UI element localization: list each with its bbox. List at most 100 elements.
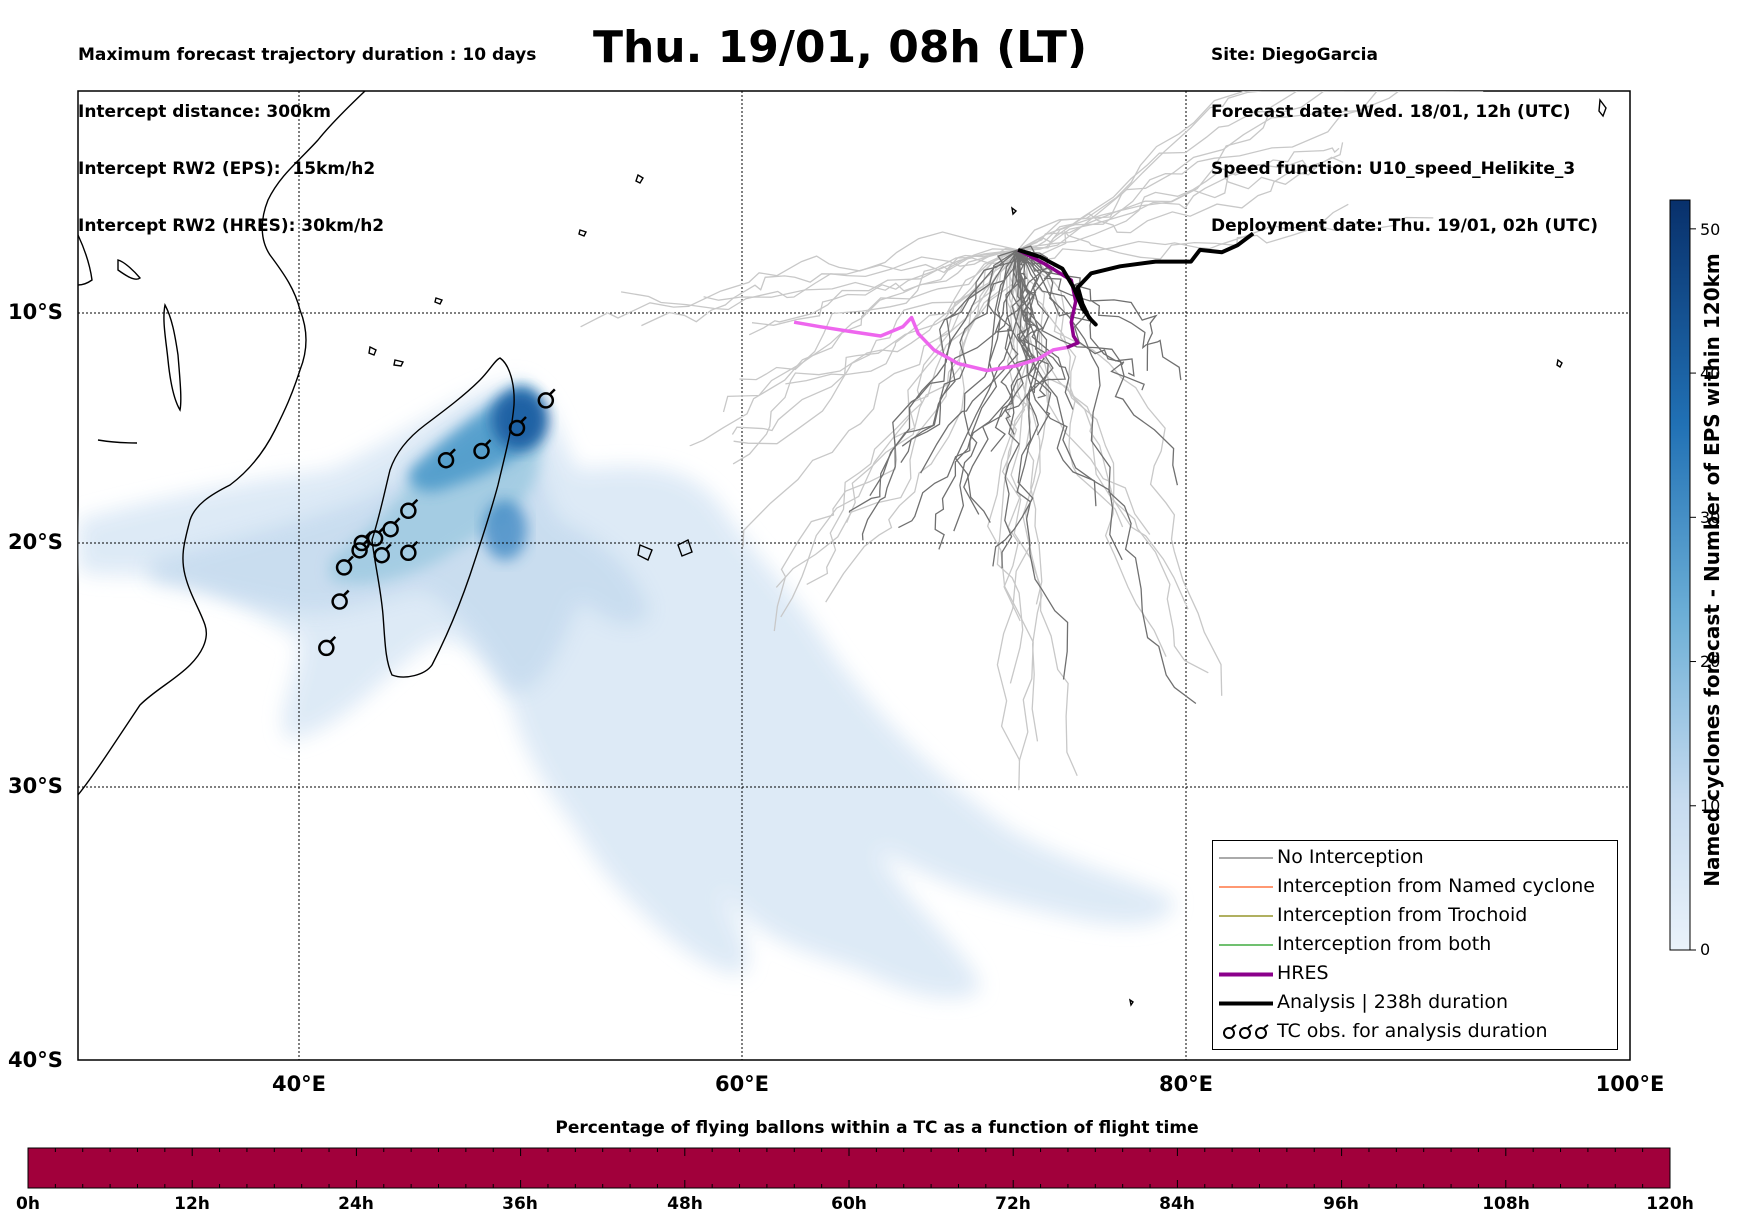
tc-symbol-icon (1223, 1024, 1269, 1039)
ensemble-trajectory (732, 249, 1019, 465)
ensemble-trajectory (689, 249, 1019, 447)
ensemble-trajectory (1018, 249, 1158, 371)
cbar-tick-30: 30 (1700, 508, 1721, 527)
ensemble-trajectory (1017, 203, 1349, 260)
legend-swatch (1219, 944, 1273, 946)
ensemble-trajectory (785, 249, 1019, 385)
ensemble-trajectories-light (580, 91, 1484, 791)
cyclone-density-field (78, 380, 1175, 999)
btick-60h: 60h (831, 1194, 867, 1214)
flight-time-colorbar-ticks (27, 1148, 1671, 1188)
legend-swatch (1219, 886, 1273, 888)
ensemble-trajectory (1017, 249, 1197, 705)
tc-obs-icon (437, 448, 456, 469)
legend-label: Interception from both (1277, 933, 1492, 955)
lat-label-30s: 30°S (8, 774, 63, 798)
legend-label: No Interception (1277, 846, 1424, 868)
tc-obs-icon (508, 416, 527, 437)
tc-obs-icon (353, 531, 372, 552)
param-intercept-distance: Intercept distance: 300km (78, 102, 331, 122)
param-rw2-eps: Intercept RW2 (EPS): 15km/h2 (78, 159, 376, 179)
btick-24h: 24h (338, 1194, 374, 1214)
lat-label-10s: 10°S (8, 300, 63, 324)
cbar-tick-10: 10 (1700, 796, 1721, 815)
legend-label: HRES (1277, 962, 1329, 984)
ensemble-trajectory (986, 249, 1034, 762)
ensemble-trajectory (1017, 249, 1167, 657)
btick-96h: 96h (1323, 1194, 1359, 1214)
legend-swatch (1219, 1001, 1273, 1006)
ensemble-trajectory (1017, 91, 1484, 251)
analysis-track (1017, 231, 1255, 327)
deployment-date: Deployment date: Thu. 19/01, 02h (UTC) (1211, 216, 1598, 236)
flight-time-colorbar-title: Percentage of flying ballons within a TC… (555, 1118, 1199, 1138)
ensemble-trajectory (861, 249, 1019, 541)
btick-108h: 108h (1482, 1194, 1530, 1214)
ensemble-trajectory (1005, 249, 1043, 605)
density-colorbar-ticks (1690, 228, 1696, 951)
ensemble-trajectory (825, 249, 1019, 603)
ensemble-trajectory (1018, 165, 1335, 251)
ensemble-trajectory (954, 249, 1038, 523)
legend-label: Interception from Trochoid (1277, 904, 1528, 926)
ensemble-trajectory (1017, 91, 1460, 251)
ensemble-trajectory (1017, 142, 1344, 251)
cbar-tick-40: 40 (1700, 364, 1721, 383)
coastlines (78, 91, 1607, 1007)
lat-label-20s: 20°S (8, 530, 63, 554)
speed-function: Speed function: U10_speed_Helikite_3 (1211, 159, 1576, 179)
tc-obs-icon (473, 439, 492, 460)
param-rw2-hres: Intercept RW2 (HRES): 30km/h2 (78, 216, 385, 236)
site-info: Site: DiegoGarcia Forecast date: Wed. 18… (1211, 8, 1598, 255)
cbar-tick-20: 20 (1700, 652, 1721, 671)
run-parameters: Maximum forecast trajectory duration : 1… (78, 8, 536, 255)
legend-label: Interception from Named cyclone (1277, 875, 1595, 897)
lon-label-60e: 60°E (714, 1072, 770, 1096)
hres-track (793, 315, 1068, 373)
ensemble-trajectory (722, 247, 1019, 413)
ensemble-trajectory (1017, 249, 1135, 377)
ensemble-trajectory (748, 248, 1019, 336)
forecast-date: Forecast date: Wed. 18/01, 12h (UTC) (1211, 102, 1571, 122)
ensemble-trajectory (733, 249, 1019, 445)
ensemble-trajectory (620, 249, 1019, 311)
ensemble-trajectory (848, 249, 1019, 513)
ensemble-trajectory (1018, 91, 1454, 251)
ensemble-trajectory (963, 249, 1024, 515)
cbar-tick-50: 50 (1700, 220, 1721, 239)
ensemble-trajectory (580, 231, 1019, 328)
tc-obs-icon (318, 636, 337, 657)
legend: No Interception Interception from Named … (1212, 840, 1618, 1050)
tc-obs-icon (373, 543, 392, 564)
density-colorbar (1669, 199, 1691, 951)
ensemble-trajectory (1017, 91, 1329, 251)
ensemble-trajectory (1001, 249, 1033, 569)
ensemble-trajectory (1017, 245, 1182, 381)
ensemble-trajectory (953, 249, 1019, 532)
ensemble-trajectory (1017, 216, 1434, 263)
tc-obs-icon (331, 589, 350, 610)
legend-label: Analysis | 238h duration (1277, 991, 1509, 1013)
ensemble-trajectory (990, 249, 1045, 452)
lat-label-40s: 40°S (8, 1048, 63, 1072)
ensemble-trajectory (703, 249, 1019, 301)
tc-obs-icon (335, 555, 354, 576)
ensemble-trajectory (742, 249, 1019, 547)
tc-obs-icon (537, 388, 556, 409)
ensemble-trajectory (1017, 156, 1344, 251)
tc-obs-icon (351, 538, 370, 559)
ensemble-trajectory (1017, 249, 1223, 696)
ensemble-trajectory (901, 249, 1019, 447)
ensemble-trajectory (775, 249, 1019, 588)
btick-72h: 72h (995, 1194, 1031, 1214)
btick-120h: 120h (1646, 1194, 1694, 1214)
ensemble-trajectory (731, 249, 1019, 435)
legend-label: TC obs. for analysis duration (1277, 1020, 1548, 1042)
lon-label-100e: 100°E (1595, 1072, 1665, 1096)
lon-label-80e: 80°E (1158, 1072, 1214, 1096)
ensemble-trajectory (1016, 249, 1097, 507)
graticule (78, 91, 1630, 1060)
btick-0h: 0h (16, 1194, 40, 1214)
ensemble-trajectory (1018, 91, 1446, 251)
btick-48h: 48h (667, 1194, 703, 1214)
